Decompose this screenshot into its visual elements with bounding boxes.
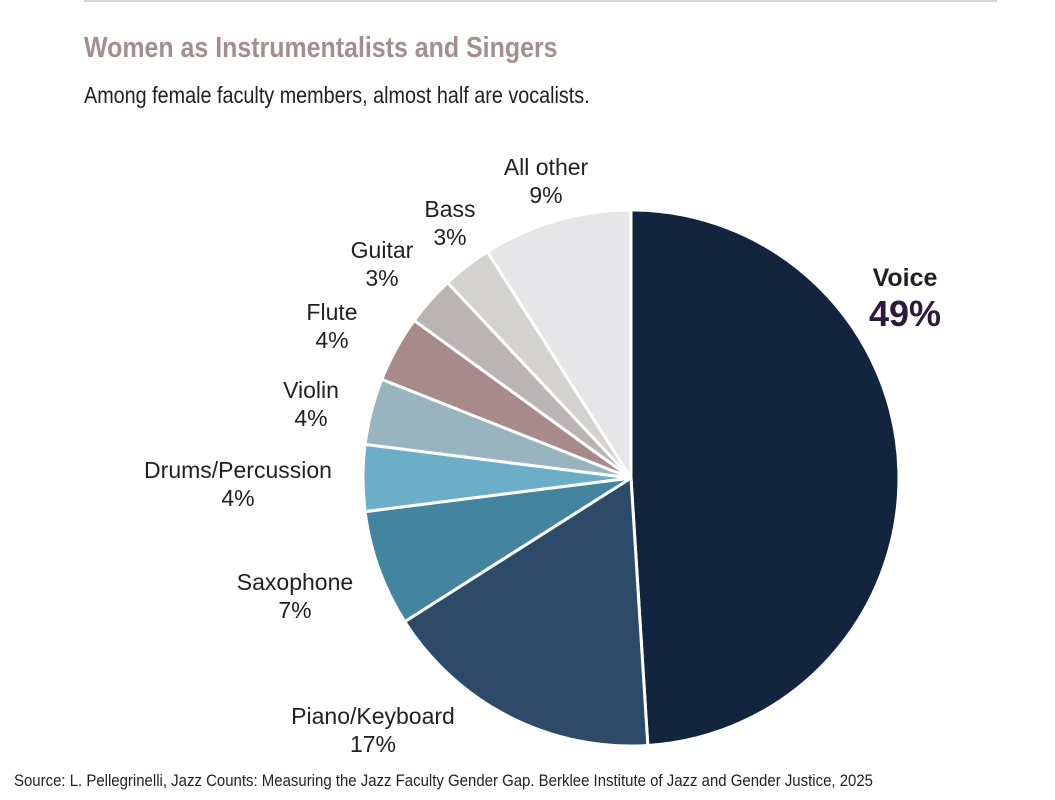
slice-value-voice: 49% — [869, 293, 941, 334]
pie-slice-voice — [629, 208, 901, 747]
slice-label-piano-keyboard: Piano/Keyboard — [291, 703, 455, 729]
slice-value-drums-percussion: 4% — [221, 485, 254, 511]
slice-value-piano-keyboard: 17% — [350, 731, 396, 757]
pie-slices — [361, 208, 901, 748]
slice-label-bass: Bass — [424, 196, 475, 222]
chart-subtitle: Among female faculty members, almost hal… — [84, 82, 590, 108]
slice-label-violin: Violin — [283, 377, 339, 403]
pie-slice-piano-keyboard — [403, 476, 650, 748]
slice-value-saxophone: 7% — [278, 597, 311, 623]
chart-title: Women as Instrumentalists and Singers — [84, 32, 558, 64]
pie-slice-all-other — [485, 208, 633, 480]
slice-value-bass: 3% — [433, 224, 466, 250]
slice-value-guitar: 3% — [365, 265, 398, 291]
slice-label-saxophone: Saxophone — [237, 569, 353, 595]
slice-value-violin: 4% — [294, 405, 327, 431]
slice-label-drums-percussion: Drums/Percussion — [144, 457, 332, 483]
source-note: Source: L. Pellegrinelli, Jazz Counts: M… — [14, 771, 873, 790]
slice-label-guitar: Guitar — [351, 237, 414, 263]
pie-slice-saxophone — [363, 476, 633, 624]
slice-value-flute: 4% — [315, 327, 348, 353]
slice-value-all-other: 9% — [529, 182, 562, 208]
slice-label-flute: Flute — [306, 299, 357, 325]
slice-label-all-other: All other — [504, 154, 589, 180]
slice-label-voice: Voice — [873, 264, 938, 292]
top-divider — [84, 0, 997, 2]
